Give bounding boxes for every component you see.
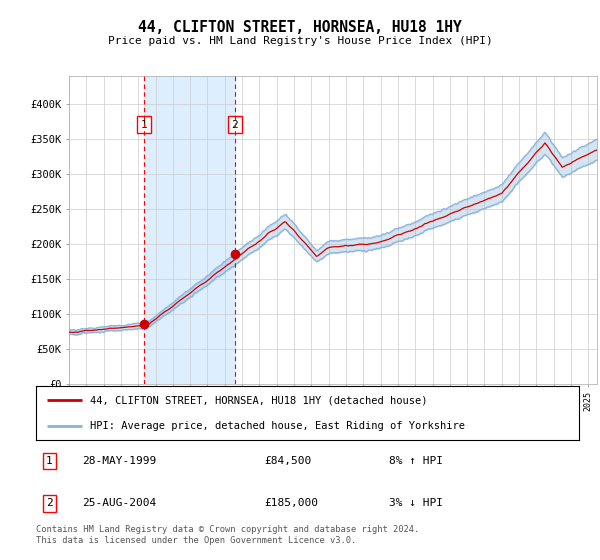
Text: 44, CLIFTON STREET, HORNSEA, HU18 1HY: 44, CLIFTON STREET, HORNSEA, HU18 1HY (138, 20, 462, 35)
Text: Price paid vs. HM Land Registry's House Price Index (HPI): Price paid vs. HM Land Registry's House … (107, 36, 493, 46)
Text: £84,500: £84,500 (264, 456, 311, 466)
Text: £185,000: £185,000 (264, 498, 318, 508)
Text: 28-MAY-1999: 28-MAY-1999 (82, 456, 157, 466)
Text: 1: 1 (46, 456, 53, 466)
Text: 2: 2 (46, 498, 53, 508)
Text: HPI: Average price, detached house, East Riding of Yorkshire: HPI: Average price, detached house, East… (91, 421, 466, 431)
Text: 1: 1 (140, 120, 148, 129)
Text: 44, CLIFTON STREET, HORNSEA, HU18 1HY (detached house): 44, CLIFTON STREET, HORNSEA, HU18 1HY (d… (91, 395, 428, 405)
Text: 25-AUG-2004: 25-AUG-2004 (82, 498, 157, 508)
Text: 2: 2 (232, 120, 238, 129)
Text: 8% ↑ HPI: 8% ↑ HPI (389, 456, 443, 466)
Bar (144, 76, 235, 384)
Text: Contains HM Land Registry data © Crown copyright and database right 2024.
This d: Contains HM Land Registry data © Crown c… (36, 525, 419, 545)
Text: 3% ↓ HPI: 3% ↓ HPI (389, 498, 443, 508)
